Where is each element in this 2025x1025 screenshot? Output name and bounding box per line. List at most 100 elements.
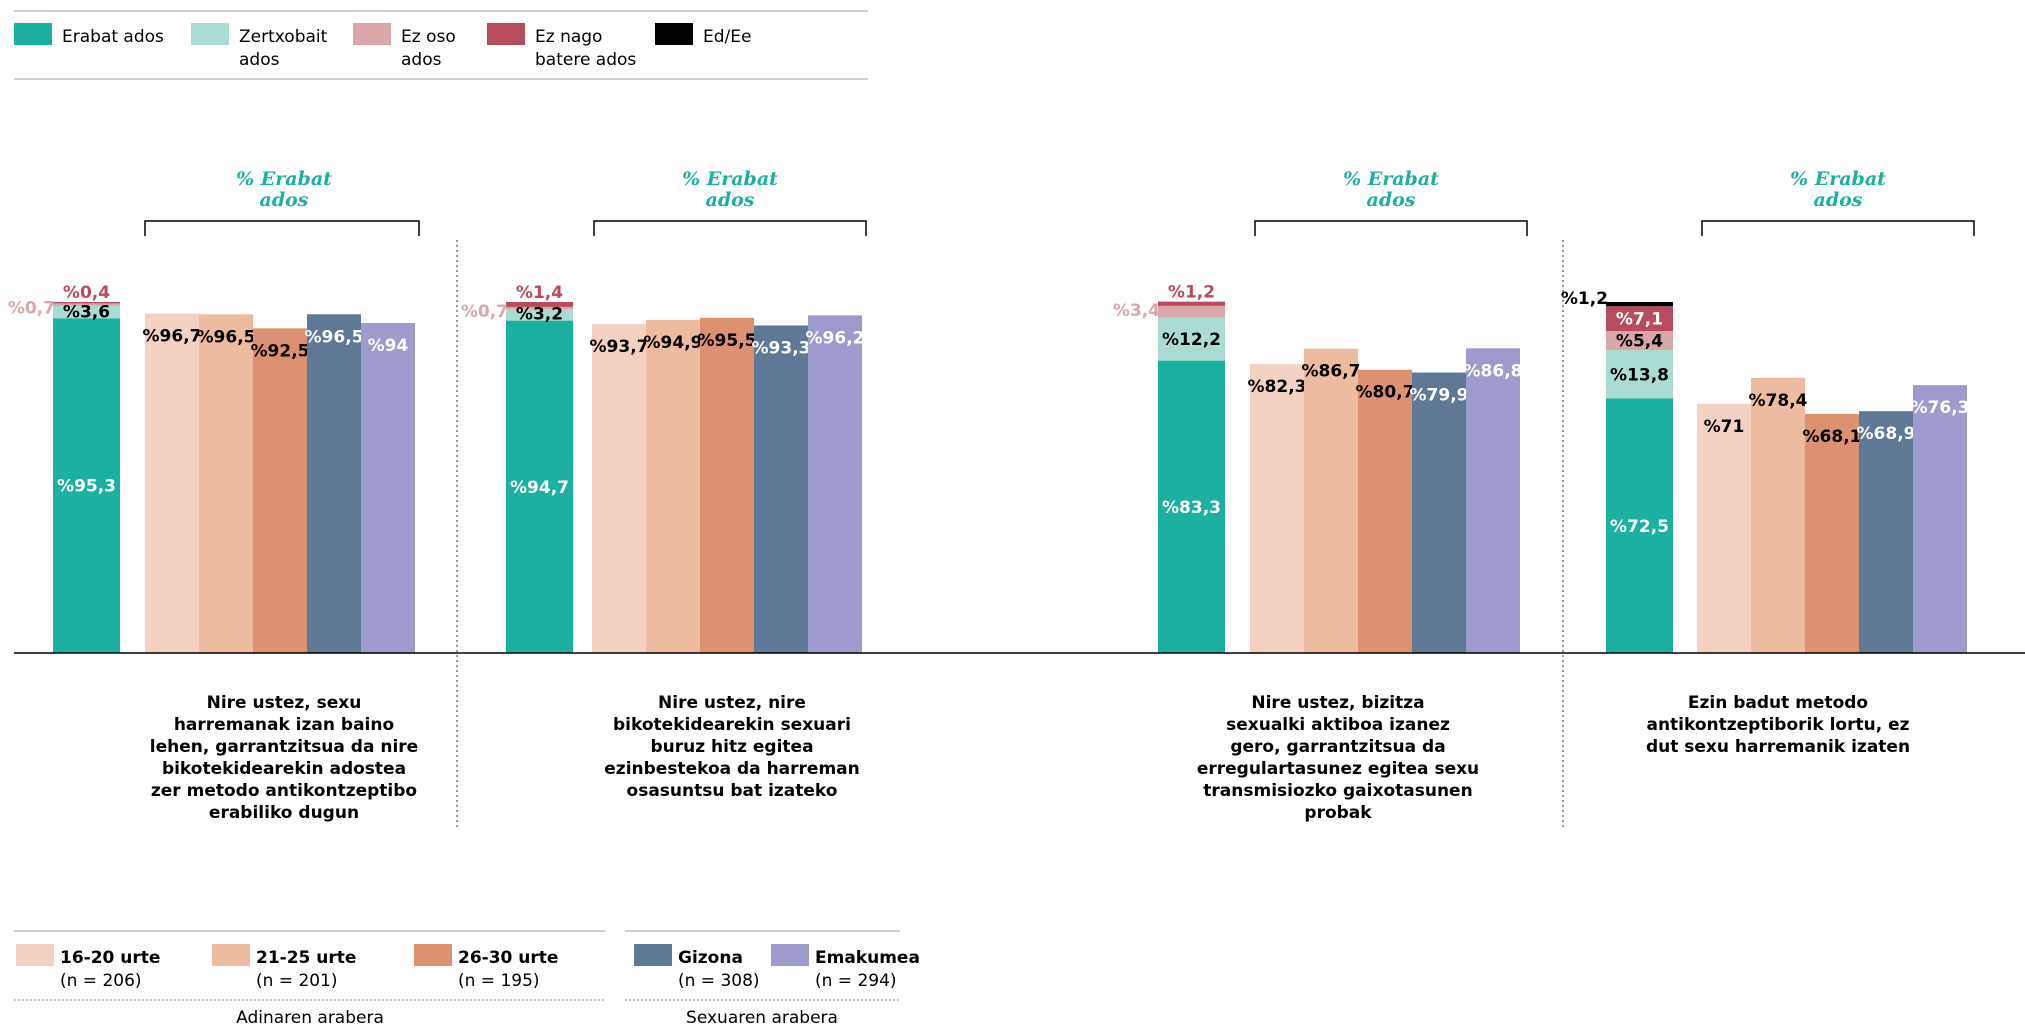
stacked-bar-label: %1,2: [1168, 283, 1215, 303]
question-text: erabiliko dugun: [209, 803, 359, 823]
legend-label: 16-20 urte: [60, 948, 160, 968]
group-bar: [1250, 364, 1304, 653]
question-text: sexualki aktiboa izanez: [1226, 715, 1450, 735]
legend-n: (n = 195): [458, 971, 540, 991]
legend-swatch: [634, 944, 672, 966]
stacked-bar-segment: [53, 305, 120, 319]
question-text: osasuntsu bat izateko: [627, 781, 838, 801]
legend-label: Gizona: [678, 948, 743, 968]
group-bar-label: %94: [368, 336, 409, 356]
stacked-bar-label: %0,7: [461, 302, 508, 322]
group-header: % Erabat: [682, 168, 778, 190]
stacked-bar-label: %94,7: [510, 478, 569, 498]
group-header: ados: [1367, 189, 1416, 211]
stacked-bar-label: %0,4: [63, 283, 110, 303]
legend-label: Ez nago: [535, 27, 602, 47]
group-bar: [700, 317, 754, 653]
group-bracket: [593, 220, 867, 236]
group-header: ados: [1814, 189, 1863, 211]
group-bar-label: %80,7: [1356, 383, 1415, 403]
legend-swatch: [191, 23, 229, 45]
question-text: zer metodo antikontzeptibo: [151, 781, 417, 801]
legend-label: 21-25 urte: [256, 948, 356, 968]
stacked-bar-segment: [506, 309, 573, 321]
stacked-bar-segment: [53, 302, 120, 304]
stacked-bar-segment: [1158, 317, 1225, 361]
group-bar: [808, 315, 862, 653]
question-text: bikotekidearekin adostea: [162, 759, 406, 779]
group-bar: [307, 314, 361, 653]
legend-n: (n = 201): [256, 971, 338, 991]
group-bar-label: %95,5: [698, 331, 757, 351]
stacked-bar-segment: [506, 302, 573, 307]
stacked-bar-segment: [506, 320, 573, 653]
stacked-bar-label: %72,5: [1610, 517, 1669, 537]
legend-label: 26-30 urte: [458, 948, 558, 968]
group-bar: [1859, 411, 1913, 653]
legend-swatch: [16, 944, 54, 966]
group-bar-label: %94,9: [644, 333, 703, 353]
group-bracket: [1254, 220, 1528, 236]
group-header: % Erabat: [1343, 168, 1439, 190]
question-text: harremanak izan baino: [174, 715, 394, 735]
legend-swatch: [353, 23, 391, 45]
stacked-bar-segment: [1606, 306, 1673, 332]
legend-swatch: [14, 23, 52, 45]
question-text: transmisiozko gaixotasunen: [1203, 781, 1472, 801]
question-text: dut sexu harremanik izaten: [1646, 737, 1910, 757]
stacked-bar-label: %3,4: [1113, 301, 1160, 321]
legend-label: Ed/Ee: [703, 27, 751, 47]
stacked-bar-label: %1,4: [516, 283, 563, 303]
group-bracket: [1701, 220, 1975, 236]
legend-label: batere ados: [535, 50, 636, 70]
group-bar: [754, 325, 808, 653]
group-bar: [145, 313, 199, 653]
legend-label: ados: [401, 50, 442, 70]
question-text: Ezin badut metodo: [1688, 693, 1868, 713]
legend-label: Ez oso: [401, 27, 456, 47]
group-bar: [1913, 385, 1967, 653]
legend-swatch: [487, 23, 525, 45]
stacked-bar-segment: [1606, 331, 1673, 351]
legend-label: Emakumea: [815, 948, 920, 968]
legend-swatch: [212, 944, 250, 966]
legend-group-title: Adinaren arabera: [236, 1008, 384, 1025]
legend-group-title: Sexuaren arabera: [686, 1008, 838, 1025]
stacked-bar-segment: [53, 303, 120, 306]
group-bar: [253, 328, 307, 653]
legend-swatch: [414, 944, 452, 966]
question-text: Nire ustez, nire: [658, 693, 806, 713]
legend-label: Zertxobait: [239, 27, 328, 47]
legend-n: (n = 308): [678, 971, 760, 991]
group-bar: [1805, 413, 1859, 653]
legend-n: (n = 294): [815, 971, 897, 991]
group-bar-label: %71: [1704, 417, 1745, 437]
legend-label: Erabat ados: [62, 27, 164, 47]
stacked-bar-label: %13,8: [1610, 365, 1669, 385]
group-bar-label: %92,5: [251, 341, 310, 361]
group-bar-label: %78,4: [1749, 391, 1808, 411]
question-text: Nire ustez, bizitza: [1251, 693, 1424, 713]
group-header: ados: [260, 189, 309, 211]
group-bar-label: %76,3: [1911, 398, 1970, 418]
question-text: bikotekidearekin sexuari: [613, 715, 851, 735]
group-bar-label: %86,8: [1464, 361, 1523, 381]
group-bar-label: %68,9: [1857, 424, 1916, 444]
group-bar-label: %96,2: [806, 328, 865, 348]
group-bar-label: %96,7: [143, 327, 202, 347]
legend-label: ados: [239, 50, 280, 70]
group-header: % Erabat: [1790, 168, 1886, 190]
group-header: ados: [706, 189, 755, 211]
stacked-bar-label: %3,6: [63, 302, 110, 322]
legend-n: (n = 206): [60, 971, 142, 991]
stacked-bar-label: %7,1: [1616, 310, 1663, 330]
group-bar-label: %96,5: [197, 327, 256, 347]
legend-swatch: [655, 23, 693, 45]
question-text: probak: [1304, 803, 1372, 823]
question-text: buruz hitz egitea: [650, 737, 813, 757]
question-text: lehen, garrantzitsua da nire: [150, 737, 418, 757]
group-bar: [592, 324, 646, 653]
stacked-bar-label: %83,3: [1162, 498, 1221, 518]
group-bar-label: %93,7: [590, 337, 649, 357]
